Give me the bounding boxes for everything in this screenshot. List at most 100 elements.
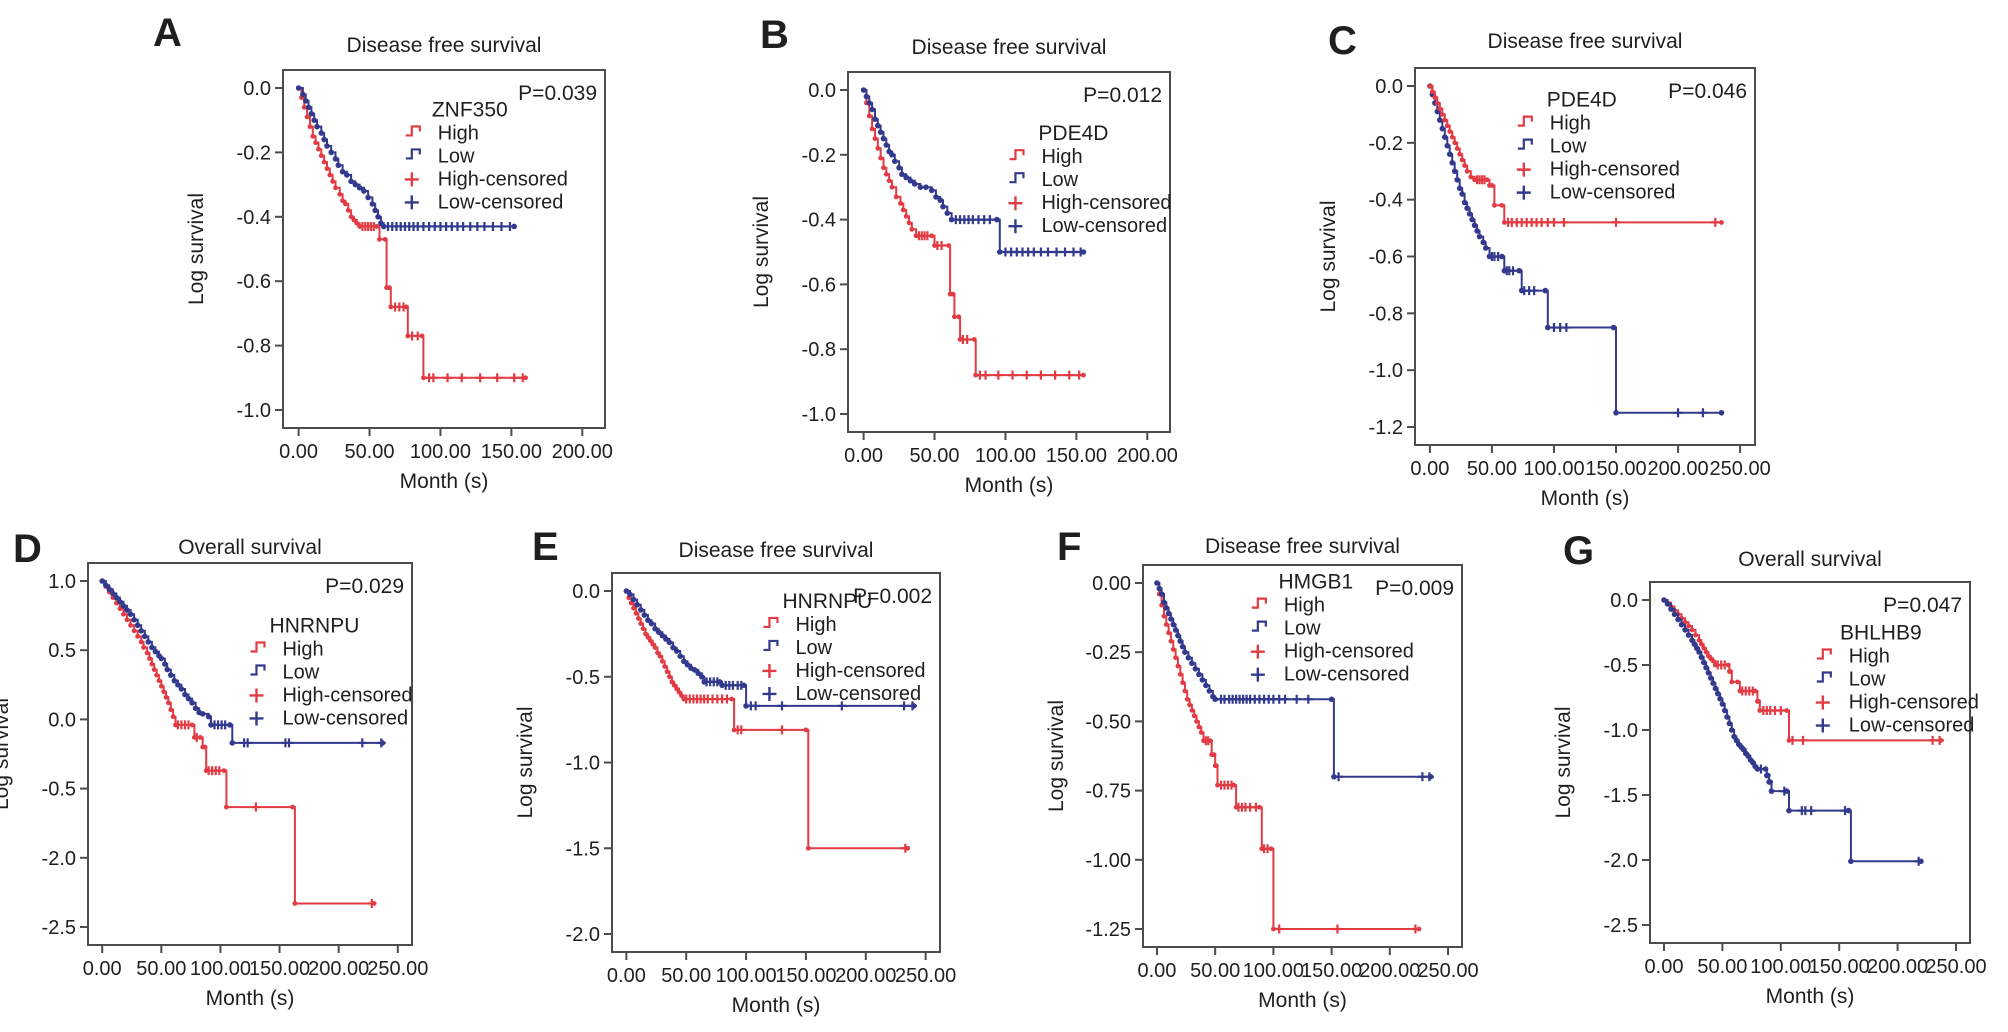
- legend-item-label: High: [1284, 595, 1325, 617]
- data-point: [161, 689, 167, 695]
- censored-mark: [1787, 735, 1797, 745]
- data-point: [344, 172, 350, 178]
- data-point: [377, 236, 382, 242]
- data-point: [310, 133, 316, 139]
- x-tick-label: 200.00: [1647, 458, 1708, 480]
- data-point: [666, 639, 673, 646]
- x-tick-label: 100.00: [410, 441, 471, 463]
- data-point: [907, 177, 914, 184]
- data-point: [1786, 807, 1792, 814]
- data-point: [327, 172, 333, 178]
- x-axis-title: Month (s): [965, 474, 1054, 497]
- data-point: [131, 616, 137, 623]
- data-point: [1161, 599, 1167, 606]
- low-censored-icon: [1815, 718, 1830, 733]
- data-point: [354, 220, 360, 226]
- legend-item-label: High-censored: [1041, 192, 1171, 214]
- data-point: [202, 744, 208, 750]
- y-axis-title: Log survival: [1045, 700, 1068, 812]
- p-value: P=0.012: [1083, 84, 1162, 107]
- data-point: [106, 586, 113, 593]
- data-point: [369, 201, 376, 207]
- x-tick-label: 50.00: [661, 965, 711, 987]
- data-point: [324, 166, 330, 171]
- data-point: [950, 291, 956, 297]
- data-point: [1696, 637, 1702, 643]
- x-tick-label: 200.00: [1359, 960, 1420, 982]
- data-point: [655, 629, 662, 635]
- data-point: [386, 285, 392, 291]
- data-point: [333, 185, 338, 191]
- x-tick-label: 200.00: [835, 965, 896, 987]
- x-axis-title: Month (s): [732, 994, 821, 1017]
- data-point: [1191, 713, 1197, 719]
- data-point: [645, 617, 651, 623]
- data-point: [1437, 106, 1443, 112]
- data-point: [951, 314, 957, 320]
- data-point: [670, 644, 676, 651]
- data-point: [171, 677, 178, 684]
- data-point: [872, 136, 878, 142]
- y-tick-label: -0.5: [42, 779, 76, 801]
- data-point: [124, 617, 130, 623]
- data-point: [120, 603, 127, 609]
- legend-item-label: High: [1849, 646, 1890, 668]
- p-value: P=0.039: [518, 82, 597, 105]
- data-point: [898, 201, 903, 206]
- data-point: [149, 661, 155, 667]
- data-point: [170, 714, 176, 720]
- data-point: [117, 606, 123, 612]
- data-point: [640, 626, 646, 632]
- data-point: [352, 181, 359, 188]
- y-tick-label: -2.0: [1604, 850, 1638, 872]
- y-tick-label: -1.00: [1085, 850, 1131, 872]
- data-point: [365, 194, 371, 201]
- censored-mark: [1060, 247, 1070, 257]
- panel-title: Disease free survival: [347, 34, 542, 57]
- data-point: [382, 236, 388, 242]
- data-point: [343, 201, 348, 207]
- data-point: [158, 655, 165, 662]
- censored-mark: [1806, 806, 1816, 816]
- data-point: [1466, 211, 1473, 217]
- series-low: [295, 85, 518, 231]
- data-point: [1451, 168, 1458, 175]
- legend-item-label: Low: [1849, 669, 1886, 691]
- high-step-icon: [763, 616, 779, 629]
- censored-mark: [1673, 408, 1683, 418]
- data-point: [630, 596, 637, 603]
- censored-mark: [751, 701, 761, 711]
- x-tick-label: 250.00: [1710, 458, 1771, 480]
- y-tick-label: -0.6: [1369, 247, 1403, 269]
- data-point: [652, 625, 658, 632]
- legend-item-label: High: [1550, 113, 1591, 135]
- x-tick-label: 0.00: [1138, 960, 1177, 982]
- censored-mark: [1710, 217, 1720, 227]
- panel-B: B Disease free survival 0.0 -0.2 -0.4 -0.6 -0.…: [750, 13, 1178, 497]
- censored-mark: [367, 898, 377, 908]
- data-point: [1698, 641, 1704, 647]
- plot-frame: [1142, 564, 1463, 948]
- data-point: [1331, 773, 1337, 780]
- y-tick-label: -2.0: [566, 924, 600, 946]
- low-step-icon: [1251, 620, 1267, 632]
- high-step-icon: [1517, 115, 1533, 127]
- y-tick-label: 0.0: [243, 78, 271, 100]
- censored-mark: [1052, 247, 1062, 257]
- y-tick-label: -1.0: [1604, 720, 1638, 742]
- x-tick-label: 0.00: [1645, 956, 1684, 978]
- data-point: [1442, 117, 1448, 123]
- data-point: [163, 694, 169, 700]
- legend-gene-name: HNRNPU: [783, 590, 873, 613]
- data-point: [321, 136, 327, 143]
- plot-frame: [87, 562, 413, 946]
- high-censored-icon: [1008, 196, 1023, 211]
- data-point: [301, 104, 307, 110]
- data-point: [623, 588, 630, 594]
- legend-gene-name: BHLHB9: [1840, 622, 1922, 645]
- data-point: [348, 178, 354, 185]
- plot-frame: [1649, 581, 1971, 944]
- data-point: [627, 591, 633, 598]
- legend-item-label: High-censored: [795, 660, 925, 682]
- data-point: [875, 145, 881, 151]
